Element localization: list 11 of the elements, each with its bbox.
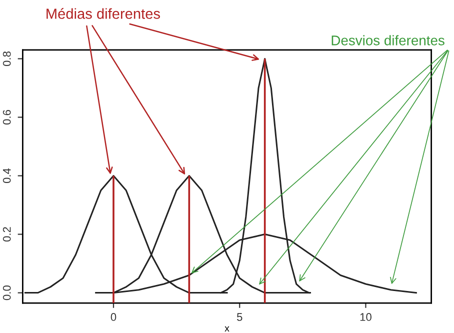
y-tick-label: 0.2: [2, 227, 11, 242]
y-tick-label: 0.0: [2, 286, 11, 300]
annotation: Desvios diferentes: [332, 35, 444, 46]
x-axis-title: x: [224, 326, 230, 332]
annotation: Médias diferentes: [46, 8, 160, 19]
x-tick-label: 5: [236, 313, 242, 321]
y-tick-label: 0.4: [2, 168, 11, 184]
y-tick-label: 0.8: [2, 51, 11, 66]
x-tick-label: 10: [360, 313, 372, 321]
y-tick-label: 0.6: [2, 110, 11, 125]
x-tick-label: 0: [110, 313, 116, 321]
